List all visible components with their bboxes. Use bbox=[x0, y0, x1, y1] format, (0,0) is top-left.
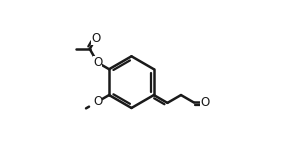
Text: O: O bbox=[200, 96, 209, 109]
Text: O: O bbox=[93, 95, 102, 108]
Text: O: O bbox=[93, 56, 102, 69]
Text: O: O bbox=[91, 32, 101, 45]
